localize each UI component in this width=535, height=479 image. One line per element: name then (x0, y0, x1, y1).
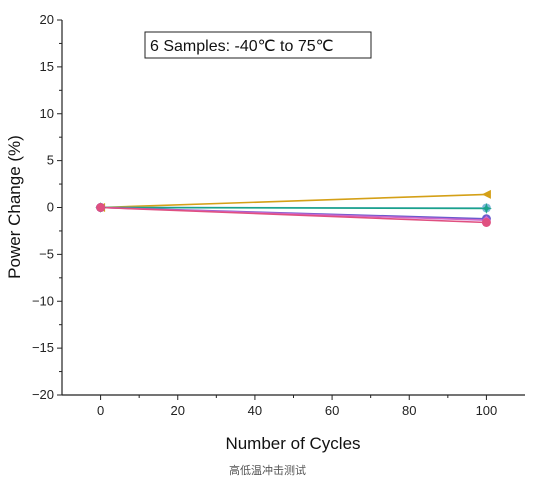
x-tick-label-4: 80 (402, 403, 416, 418)
y-tick-label-5: −5 (39, 246, 54, 261)
y-tick-label-4: 0 (47, 200, 54, 215)
x-axis-title: Number of Cycles (225, 434, 360, 453)
annotation-text: 6 Samples: -40℃ to 75℃ (150, 38, 334, 55)
x-tick-label-0: 0 (97, 403, 104, 418)
y-tick-label-3: 5 (47, 153, 54, 168)
series-0-line (100, 193, 487, 209)
series-layer (95, 189, 492, 227)
y-tick-label-2: 10 (40, 106, 54, 121)
x-tick-label-3: 60 (325, 403, 339, 418)
series-2-point-1 (480, 202, 492, 214)
y-tick-label-6: −10 (32, 293, 54, 308)
series-5-point-0 (96, 203, 106, 212)
figure-caption: 高低温冲击测试 (229, 464, 306, 477)
y-tick-label-1: 15 (40, 59, 54, 74)
y-tick-label-7: −15 (32, 340, 54, 355)
x-tick-label-2: 40 (248, 403, 262, 418)
annotation-box (144, 31, 372, 59)
y-tick-label-8: −20 (32, 387, 54, 402)
axes: 20 15 10 5 0 −5 −10 −15 −20 0 20 40 60 80 100 (32, 12, 525, 418)
x-tick-label-5: 100 (476, 403, 498, 418)
y-tick-label-0: 20 (40, 12, 54, 27)
annotation: 6 Samples: -40℃ to 75℃ (144, 31, 372, 59)
y-axis-title: Power Change (%) (5, 135, 24, 279)
series-2-line (100, 206, 487, 210)
x-tick-label-1: 20 (171, 403, 185, 418)
series-5-point-1 (481, 218, 491, 227)
series-5-line (100, 206, 487, 224)
series-0-point-1 (481, 189, 491, 199)
